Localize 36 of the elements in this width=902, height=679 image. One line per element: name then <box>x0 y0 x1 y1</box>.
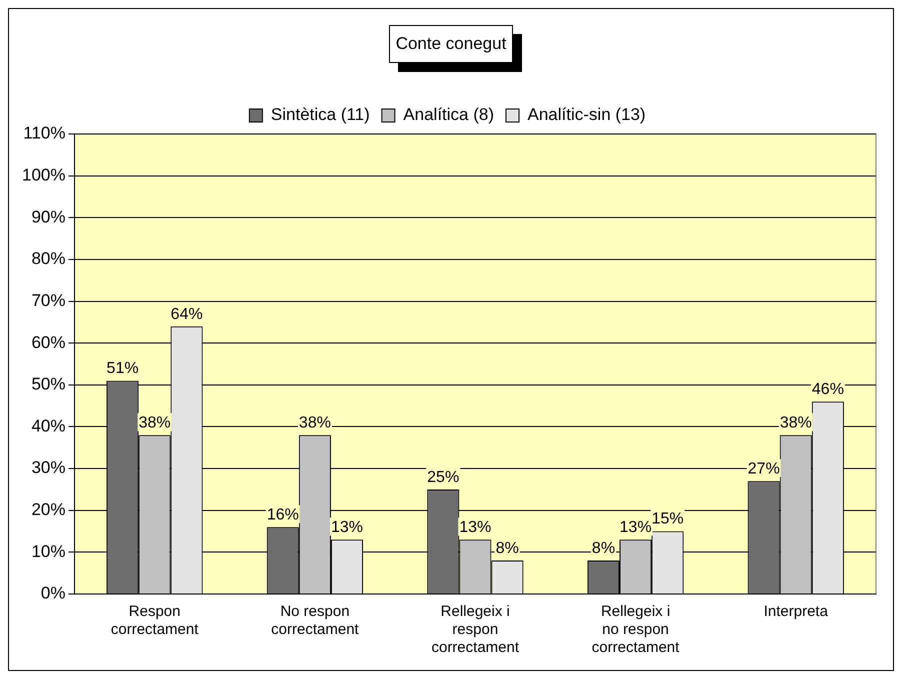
data-label: 38% <box>138 414 171 432</box>
legend-label: Analítica (8) <box>403 105 494 124</box>
data-label: 13% <box>330 519 364 536</box>
data-label: 15% <box>652 510 684 528</box>
data-label: 8% <box>496 540 519 557</box>
data-label: 38% <box>780 414 812 432</box>
data-label: 16% <box>266 506 299 524</box>
data-label: 8% <box>592 540 616 557</box>
y-tick-label: 50% <box>31 374 66 394</box>
x-tick-label: No respon correctament <box>271 603 360 638</box>
data-label: 46% <box>812 381 844 398</box>
data-label: 25% <box>427 468 460 486</box>
y-tick-label: 80% <box>31 249 66 268</box>
data-label: 51% <box>106 360 139 378</box>
legend-label: Sintètica (11) <box>270 105 370 124</box>
data-label: 27% <box>748 460 780 478</box>
chart-title: Conte conegut <box>388 25 514 63</box>
x-tick-label: Rellegeix i respon correctament <box>431 603 520 656</box>
data-label: 64% <box>170 306 203 323</box>
data-label: 13% <box>459 519 492 536</box>
y-tick-label: 70% <box>31 290 66 310</box>
y-tick-label: 100% <box>22 166 66 185</box>
y-tick-label: 90% <box>31 207 66 226</box>
y-tick-label: 60% <box>31 332 66 352</box>
data-label: 13% <box>620 519 652 536</box>
legend-label: Analític-sin (13) <box>528 105 646 124</box>
y-tick-label: 40% <box>31 416 66 436</box>
x-tick-label: Rellegeix i no respon correctament <box>592 603 680 656</box>
y-tick-label: 0% <box>40 584 66 603</box>
y-tick-label: 110% <box>23 124 66 143</box>
y-tick-label: 30% <box>31 458 66 478</box>
data-label: 38% <box>298 414 331 432</box>
y-tick-label: 10% <box>31 542 66 561</box>
x-tick-label: Interpreta <box>764 603 829 620</box>
y-tick-label: 20% <box>31 500 66 520</box>
x-tick-label: Respon correctament <box>110 603 200 638</box>
